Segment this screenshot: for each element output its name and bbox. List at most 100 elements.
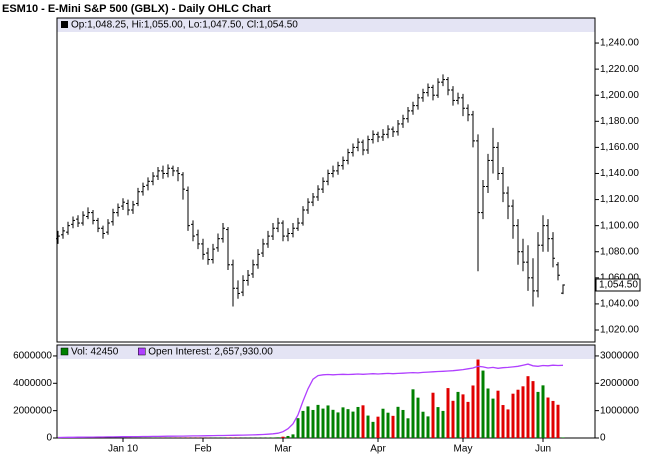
y-tick-label: 1,080.00: [600, 246, 639, 257]
volume-bar: [366, 415, 370, 438]
volume-bar: [281, 436, 285, 438]
volume-bar: [496, 390, 500, 438]
volume-bar: [336, 412, 340, 438]
volume-bar: [546, 397, 550, 438]
x-tick-label: Apr: [370, 444, 386, 455]
volume-bar: [486, 388, 490, 438]
volume-bar: [551, 400, 555, 438]
volume-bar: [386, 412, 390, 438]
y2-tick-label: 0: [600, 433, 606, 444]
volume-bar: [491, 398, 495, 438]
open-interest-line: [57, 363, 564, 439]
y-tick-label: 1,100.00: [600, 220, 639, 231]
volume-header: [57, 345, 595, 359]
last-value-box: [595, 278, 641, 292]
x-tick-label: Jun: [535, 444, 551, 455]
volume-bar: [436, 407, 440, 438]
volume-bar: [446, 388, 450, 438]
y-tick-label: 4000000: [13, 378, 52, 389]
volume-bar: [501, 405, 505, 438]
volume-bar: [361, 405, 365, 438]
volume-bar: [416, 397, 420, 438]
volume-bar: [506, 409, 510, 438]
volume-bar: [441, 410, 445, 438]
y2-tick-label: 2000000: [600, 378, 639, 389]
volume-bar: [321, 408, 325, 438]
volume-bar: [476, 359, 480, 438]
legend-swatch: [60, 347, 69, 356]
y-tick-label: 2000000: [13, 405, 52, 416]
y-tick-label: 1,040.00: [600, 299, 639, 310]
y-tick-label: 1,200.00: [600, 90, 639, 101]
volume-bar: [401, 409, 405, 438]
y-tick-label: 0: [46, 433, 52, 444]
legend-swatch: [138, 347, 146, 356]
y-tick-label: 6000000: [13, 351, 52, 362]
volume-bar: [531, 381, 535, 438]
volume-bar: [556, 404, 560, 438]
volume-bar: [371, 421, 375, 438]
volume-bar: [466, 401, 470, 438]
volume-bar: [536, 391, 540, 438]
y-tick-label: 1,120.00: [600, 194, 639, 205]
volume-bar: [521, 386, 525, 438]
volume-bar: [381, 408, 385, 438]
volume-bar: [351, 411, 355, 438]
volume-bar: [456, 391, 460, 438]
volume-bar: [346, 409, 350, 438]
volume-bar: [526, 376, 530, 438]
chart-title: ESM10 - E-Mini S&P 500 (GBLX) - Daily OH…: [2, 3, 271, 15]
x-tick-label: Feb: [194, 444, 212, 455]
y-tick-label: 1,140.00: [600, 168, 639, 179]
y2-tick-label: 3000000: [600, 351, 639, 362]
volume-bar: [306, 406, 310, 438]
volume-bar: [326, 405, 330, 438]
header-icon: [61, 21, 68, 28]
last-value-label: 1,054.50: [599, 280, 638, 291]
volume-bar: [291, 434, 295, 438]
volume-panel: [56, 344, 596, 439]
ohlc-header: Op:1,048.25, Hi:1,055.00, Lo:1,047.50, C…: [71, 20, 298, 31]
volume-bar: [471, 385, 475, 438]
volume-bar: [331, 409, 335, 438]
x-tick-label: Jan 10: [108, 444, 138, 455]
volume-bar: [421, 411, 425, 438]
price-panel: [56, 17, 596, 343]
volume-bar: [276, 437, 280, 438]
volume-bar: [561, 437, 565, 438]
y-tick-label: 1,160.00: [600, 142, 639, 153]
volume-bar: [286, 435, 290, 438]
y2-tick-label: 1000000: [600, 405, 639, 416]
volume-bar: [311, 409, 315, 438]
volume-bar: [391, 415, 395, 438]
price-header: [57, 18, 595, 32]
volume-bar: [271, 437, 275, 438]
volume-bar: [316, 404, 320, 438]
y-tick-label: 1,060.00: [600, 272, 639, 283]
y-tick-label: 1,020.00: [600, 325, 639, 336]
volume-bar: [541, 385, 545, 438]
y-tick-label: 1,240.00: [600, 38, 639, 49]
volume-bar: [451, 400, 455, 438]
volume-bar: [341, 407, 345, 438]
y-tick-label: 1,220.00: [600, 64, 639, 75]
x-tick-label: May: [454, 444, 473, 455]
y-tick-label: 1,180.00: [600, 116, 639, 127]
volume-bar: [431, 392, 435, 438]
volume-bar: [296, 418, 300, 438]
legend-label: Vol: 42450: [71, 347, 119, 358]
volume-bar: [481, 370, 485, 438]
volume-bar: [516, 389, 520, 438]
volume-bar: [461, 394, 465, 438]
legend-label: Open Interest: 2,657,930.00: [148, 347, 273, 358]
x-tick-label: Mar: [274, 444, 292, 455]
volume-bar: [396, 406, 400, 438]
volume-bar: [301, 410, 305, 438]
volume-bar: [511, 393, 515, 438]
volume-bar: [376, 416, 380, 438]
volume-bar: [406, 418, 410, 438]
volume-bar: [426, 416, 430, 438]
volume-bar: [356, 406, 360, 438]
